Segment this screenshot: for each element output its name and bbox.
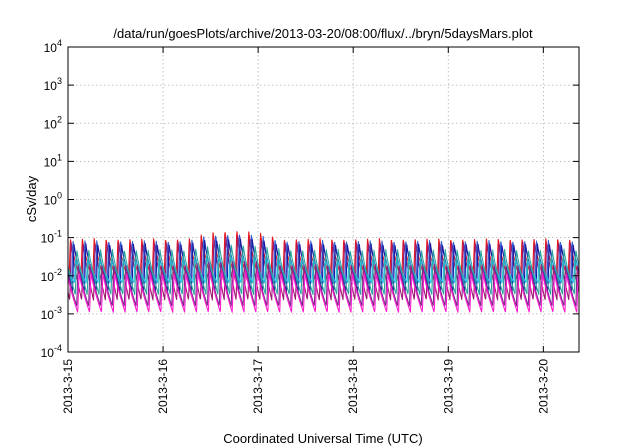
x-tick-label: 2013-3-20 xyxy=(536,359,550,414)
x-tick-label: 2013-3-19 xyxy=(441,359,455,414)
y-tick-label: 10-3 xyxy=(41,305,62,322)
y-tick-label: 101 xyxy=(44,152,62,169)
y-tick-label: 10-1 xyxy=(41,229,62,246)
y-tick-label: 100 xyxy=(44,191,62,208)
y-tick-label: 104 xyxy=(44,38,62,55)
series-line-8 xyxy=(67,269,580,313)
x-tick-label: 2013-3-17 xyxy=(251,359,265,414)
series-line-6 xyxy=(67,244,580,296)
x-tick-label: 2013-3-15 xyxy=(61,359,75,414)
y-tick-labels: 10-4 10-3 10-2 10-1 100 101 102 103 104 xyxy=(41,38,62,360)
y-tick-label: 10-4 xyxy=(41,343,62,360)
chart-title: /data/run/goesPlots/archive/2013-03-20/0… xyxy=(113,26,533,41)
y-tick-label: 102 xyxy=(44,114,62,131)
y-tick-label: 10-2 xyxy=(41,267,62,284)
series-group xyxy=(67,231,580,313)
x-tick-label: 2013-3-18 xyxy=(346,359,360,414)
x-axis-label: Coordinated Universal Time (UTC) xyxy=(223,431,422,446)
series-line-7 xyxy=(67,260,580,307)
grid xyxy=(68,47,579,352)
x-tick-label: 2013-3-16 xyxy=(156,359,170,414)
y-axis-label: cSv/day xyxy=(24,175,39,222)
y-tick-label: 103 xyxy=(44,76,62,93)
x-tick-labels: 2013-3-15 2013-3-16 2013-3-17 2013-3-18 2013… xyxy=(61,359,550,414)
ticks xyxy=(67,46,579,353)
